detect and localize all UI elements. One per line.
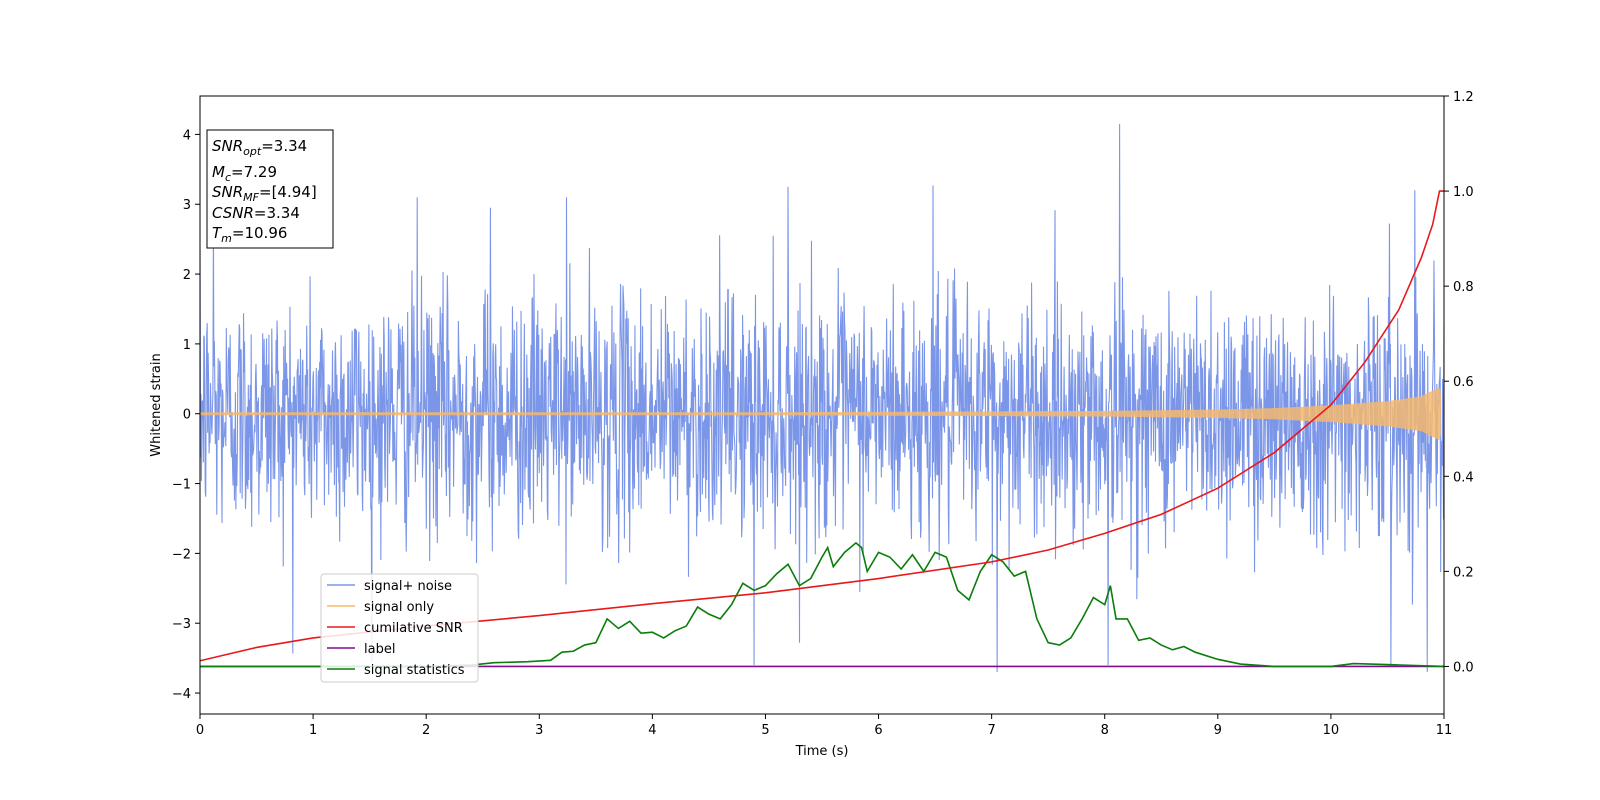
x-tick-label: 8	[1101, 723, 1109, 738]
legend-entry-signal-noise: signal+ noise	[327, 579, 452, 594]
info-tm: Tm=10.96	[212, 224, 287, 245]
y-tick-label: −1	[172, 478, 191, 493]
y2-tick-label: 0.6	[1453, 375, 1474, 390]
x-tick-label: 5	[761, 723, 769, 738]
series-signal-noise-line	[200, 123, 1444, 673]
info-snr-mf: SNRMF=[4.94]	[212, 183, 317, 204]
legend-label-signal-statistics: signal statistics	[364, 663, 465, 678]
series-signal-statistics-line	[200, 541, 1444, 668]
x-tick-label: 4	[648, 723, 656, 738]
x-tick-label: 6	[874, 723, 882, 738]
y-axis-ticks: −4 −3 −2 −1 0 1 2 3 4	[172, 128, 200, 702]
series-signal-only-line	[200, 387, 1442, 441]
info-csnr: CSNR=3.34	[212, 204, 300, 222]
legend-entry-label: label	[327, 642, 395, 657]
legend-frame	[320, 573, 479, 683]
y-tick-label: 1	[183, 338, 191, 353]
legend-label-label: label	[364, 642, 395, 657]
legend-label-signal-noise: signal+ noise	[364, 579, 452, 594]
info-box-frame	[206, 129, 334, 249]
x-axis-label: Time (s)	[795, 744, 849, 759]
x-tick-label: 9	[1214, 723, 1222, 738]
plot-frame	[199, 95, 1445, 715]
x-tick-label: 7	[987, 723, 995, 738]
y-tick-label: −2	[172, 547, 191, 562]
y2-tick-label: 0.4	[1453, 470, 1474, 485]
y2-tick-label: 1.0	[1453, 185, 1474, 200]
y-tick-label: 4	[183, 128, 191, 143]
y-tick-label: 3	[183, 198, 191, 213]
info-box: SNRopt=3.34 Mc=7.29 SNRMF=[4.94] CSNR=3.…	[206, 129, 334, 249]
legend-entry-signal-only: signal only	[327, 600, 434, 615]
y-tick-label: 2	[183, 268, 191, 283]
info-snr-opt: SNRopt=3.34	[212, 137, 307, 158]
x-tick-label: 11	[1436, 723, 1453, 738]
y2-tick-label: 0.0	[1453, 660, 1474, 675]
x-tick-label: 2	[422, 723, 430, 738]
y-tick-label: −4	[172, 687, 191, 702]
legend-label-signal-only: signal only	[364, 600, 434, 615]
x-tick-label: 1	[309, 723, 317, 738]
y2-axis-ticks: 0.0 0.2 0.4 0.6 0.8 1.0 1.2	[1444, 90, 1474, 675]
legend-label-cumulative-snr: cumilative SNR	[364, 621, 463, 636]
x-tick-label: 3	[535, 723, 543, 738]
y-axis-label: Whitened strain	[149, 353, 164, 456]
legend: signal+ noise signal only cumilative SNR…	[320, 573, 479, 683]
y2-tick-label: 0.2	[1453, 565, 1474, 580]
x-axis-ticks: 0 1 2 3 4 5 6 7 8 9 10 11	[196, 714, 1452, 738]
info-mc: Mc=7.29	[212, 163, 277, 184]
x-tick-label: 10	[1323, 723, 1340, 738]
x-tick-label: 0	[196, 723, 204, 738]
y2-tick-label: 0.8	[1453, 280, 1474, 295]
legend-entry-cumulative-snr: cumilative SNR	[327, 621, 463, 636]
y2-tick-label: 1.2	[1453, 90, 1474, 105]
legend-entry-signal-statistics: signal statistics	[327, 663, 465, 678]
y-tick-label: −3	[172, 617, 191, 632]
y-tick-label: 0	[183, 408, 191, 423]
